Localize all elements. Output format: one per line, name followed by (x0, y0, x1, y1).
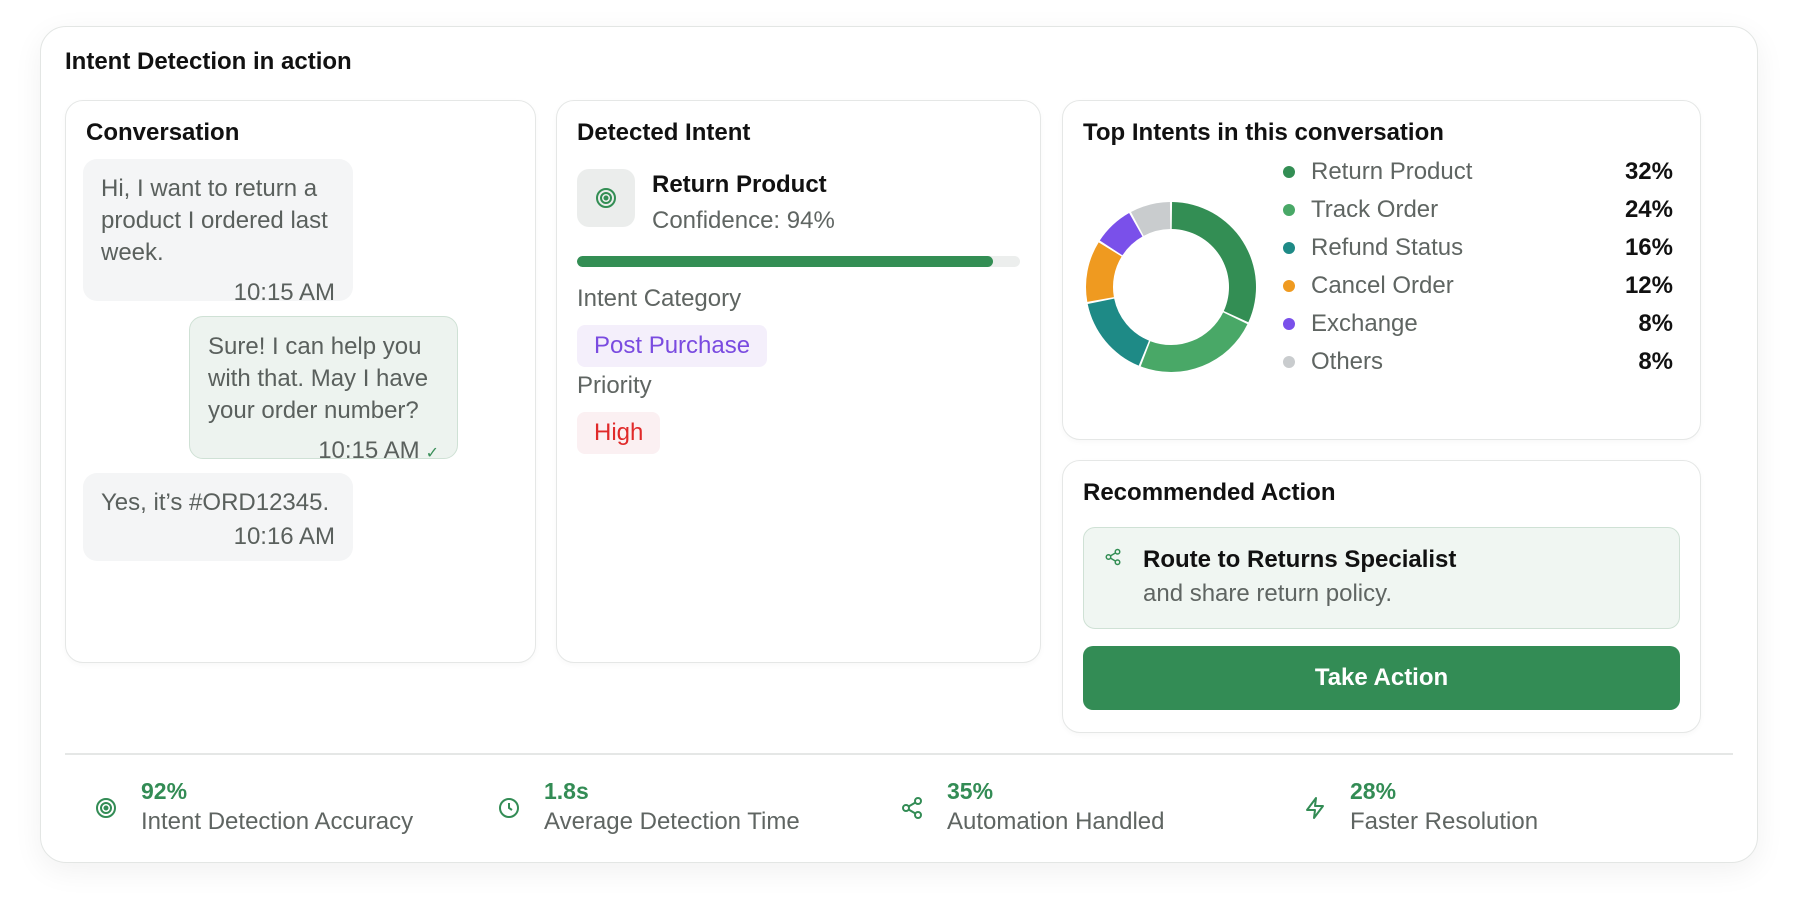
legend-label: Return Product (1311, 158, 1473, 185)
legend-percent: 32% (1624, 158, 1673, 185)
clock-icon (497, 796, 521, 825)
conversation-card: Conversation Hi, I want to return a prod… (65, 100, 536, 663)
share-icon (900, 796, 924, 825)
recommended-action-title: Recommended Action (1083, 479, 1336, 506)
take-action-button[interactable]: Take Action (1083, 646, 1680, 710)
legend-item: Return Product 32% (1283, 157, 1673, 187)
user-message: Hi, I want to return a product I ordered… (83, 159, 353, 306)
legend-dot (1283, 166, 1295, 178)
legend-item: Others 8% (1283, 347, 1673, 377)
donut-slice (1140, 312, 1248, 372)
stat-value: 1.8s (544, 778, 589, 804)
confidence-bar (577, 256, 1020, 267)
route-subtitle: and share return policy. (1143, 580, 1393, 607)
confidence-text: Confidence: 94% (652, 207, 835, 234)
legend-percent: 24% (1624, 196, 1673, 223)
stat-value: 28% (1350, 778, 1397, 804)
donut-slice (1099, 213, 1143, 256)
donut-slice (1087, 298, 1149, 366)
legend-label: Refund Status (1311, 234, 1464, 261)
agent-message: Sure! I can help you with that. May I ha… (189, 316, 458, 464)
legend-label: Others (1311, 348, 1384, 375)
stat-value: 92% (141, 778, 188, 804)
message-text: Sure! I can help you with that. May I ha… (208, 333, 429, 424)
stat-label: Automation Handled (947, 808, 1165, 835)
legend-label: Exchange (1311, 310, 1418, 337)
lightning-icon (1303, 796, 1327, 825)
legend-percent: 12% (1624, 272, 1673, 299)
legend-item: Cancel Order 12% (1283, 271, 1673, 301)
legend-item: Exchange 8% (1283, 309, 1673, 339)
route-title: Route to Returns Specialist (1143, 546, 1457, 573)
target-icon (577, 169, 635, 227)
message-text: Yes, it’s #ORD12345. (101, 489, 330, 516)
message-time: 10:16 AM (233, 523, 335, 550)
detected-intent-title: Detected Intent (577, 119, 751, 146)
donut-slice (1086, 242, 1122, 302)
intent-name: Return Product (652, 171, 827, 198)
message-time-text: 10:15 AM (318, 437, 420, 464)
legend-dot (1283, 280, 1295, 292)
legend-item: Track Order 24% (1283, 195, 1673, 225)
legend-dot (1283, 356, 1295, 368)
category-label: Intent Category (577, 285, 742, 312)
confidence-bar-fill (577, 256, 994, 267)
priority-label: Priority (577, 372, 652, 399)
legend-dot (1283, 318, 1295, 330)
stat-label: Intent Detection Accuracy (141, 808, 414, 835)
stat-label: Faster Resolution (1350, 808, 1539, 835)
legend-item: Refund Status 16% (1283, 233, 1673, 263)
legend-dot (1283, 242, 1295, 254)
message-text: Hi, I want to return a product I ordered… (101, 175, 328, 266)
legend-percent: 8% (1638, 310, 1673, 337)
stat-value: 35% (947, 778, 994, 804)
page-title: Intent Detection in action (65, 48, 352, 75)
stat-label: Average Detection Time (544, 808, 800, 835)
target-icon (94, 796, 118, 825)
legend-percent: 8% (1638, 348, 1673, 375)
route-suggestion: Route to Returns Specialist and share re… (1083, 527, 1680, 629)
top-intents-card: Top Intents in this conversation Return … (1062, 100, 1701, 440)
message-time: 10:15 AM (233, 279, 335, 306)
legend-label: Cancel Order (1311, 272, 1454, 299)
intent-donut-chart (1086, 202, 1256, 372)
donut-slice (1130, 202, 1171, 236)
share-route-icon (1104, 548, 1122, 571)
conversation-title: Conversation (86, 119, 240, 146)
legend-label: Track Order (1311, 196, 1439, 223)
message-time: 10:15 AM ✓ (208, 435, 439, 470)
user-message: Yes, it’s #ORD12345. 10:16 AM (83, 473, 353, 561)
donut-slice (1171, 202, 1256, 323)
legend-dot (1283, 204, 1295, 216)
legend-percent: 16% (1624, 234, 1673, 261)
stats-divider (65, 753, 1733, 755)
detected-intent-card: Detected Intent Return Product Confidenc… (556, 100, 1041, 663)
read-check-icon: ✓ (425, 445, 439, 462)
recommended-action-card: Recommended Action Route to Returns Spec… (1062, 460, 1701, 733)
priority-badge: High (577, 412, 661, 454)
category-badge: Post Purchase (577, 325, 768, 367)
top-intents-title: Top Intents in this conversation (1083, 119, 1444, 146)
